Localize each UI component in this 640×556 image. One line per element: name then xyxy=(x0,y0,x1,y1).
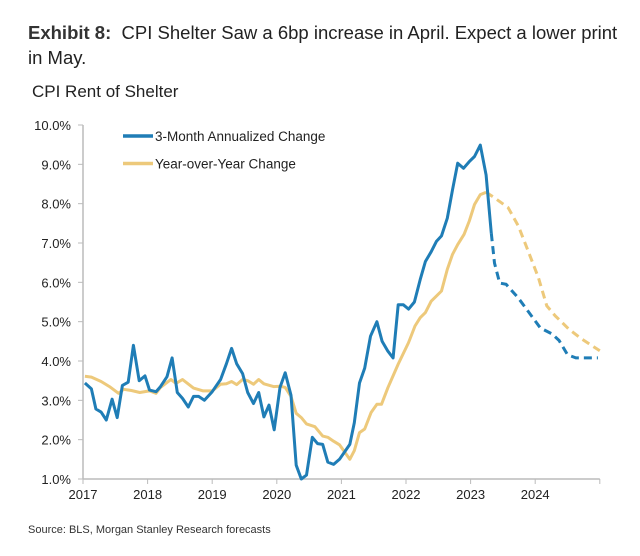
y-tick-label: 7.0% xyxy=(41,236,71,251)
y-tick-label: 1.0% xyxy=(41,472,71,487)
y-tick-label: 5.0% xyxy=(41,315,71,330)
y-tick-label: 6.0% xyxy=(41,275,71,290)
x-tick-label: 2019 xyxy=(198,487,227,502)
series-line-3-month-annualized-change xyxy=(83,143,493,481)
x-tick-label: 2023 xyxy=(456,487,485,502)
exhibit-label: Exhibit 8: xyxy=(28,22,112,43)
legend-label-year-over-year-change: Year-over-Year Change xyxy=(155,157,296,172)
source-note: Source: BLS, Morgan Stanley Research for… xyxy=(28,524,271,536)
x-tick-label: 2017 xyxy=(69,487,98,502)
y-tick-label: 2.0% xyxy=(41,433,71,448)
x-tick-label: 2022 xyxy=(392,487,421,502)
y-tick-label: 8.0% xyxy=(41,197,71,212)
y-tick-label: 4.0% xyxy=(41,354,71,369)
legend-label-3-month-annualized-change: 3-Month Annualized Change xyxy=(155,129,325,144)
chart-title: CPI Rent of Shelter xyxy=(32,82,179,101)
series-forecast-year-over-year-change xyxy=(485,191,601,353)
series-line-year-over-year-change xyxy=(84,190,487,461)
x-tick-label: 2020 xyxy=(262,487,291,502)
x-tick-label: 2021 xyxy=(327,487,356,502)
exhibit-title: Exhibit 8: CPI Shelter Saw a 6bp increas… xyxy=(28,20,628,70)
y-tick-label: 9.0% xyxy=(41,157,71,172)
x-tick-label: 2018 xyxy=(133,487,162,502)
series-forecast-3-month-annualized-change xyxy=(489,233,598,360)
y-tick-label: 10.0% xyxy=(34,118,71,133)
exhibit-title-text: CPI Shelter Saw a 6bp increase in April.… xyxy=(28,22,618,68)
y-tick-label: 3.0% xyxy=(41,393,71,408)
x-tick-label: 2024 xyxy=(521,487,550,502)
